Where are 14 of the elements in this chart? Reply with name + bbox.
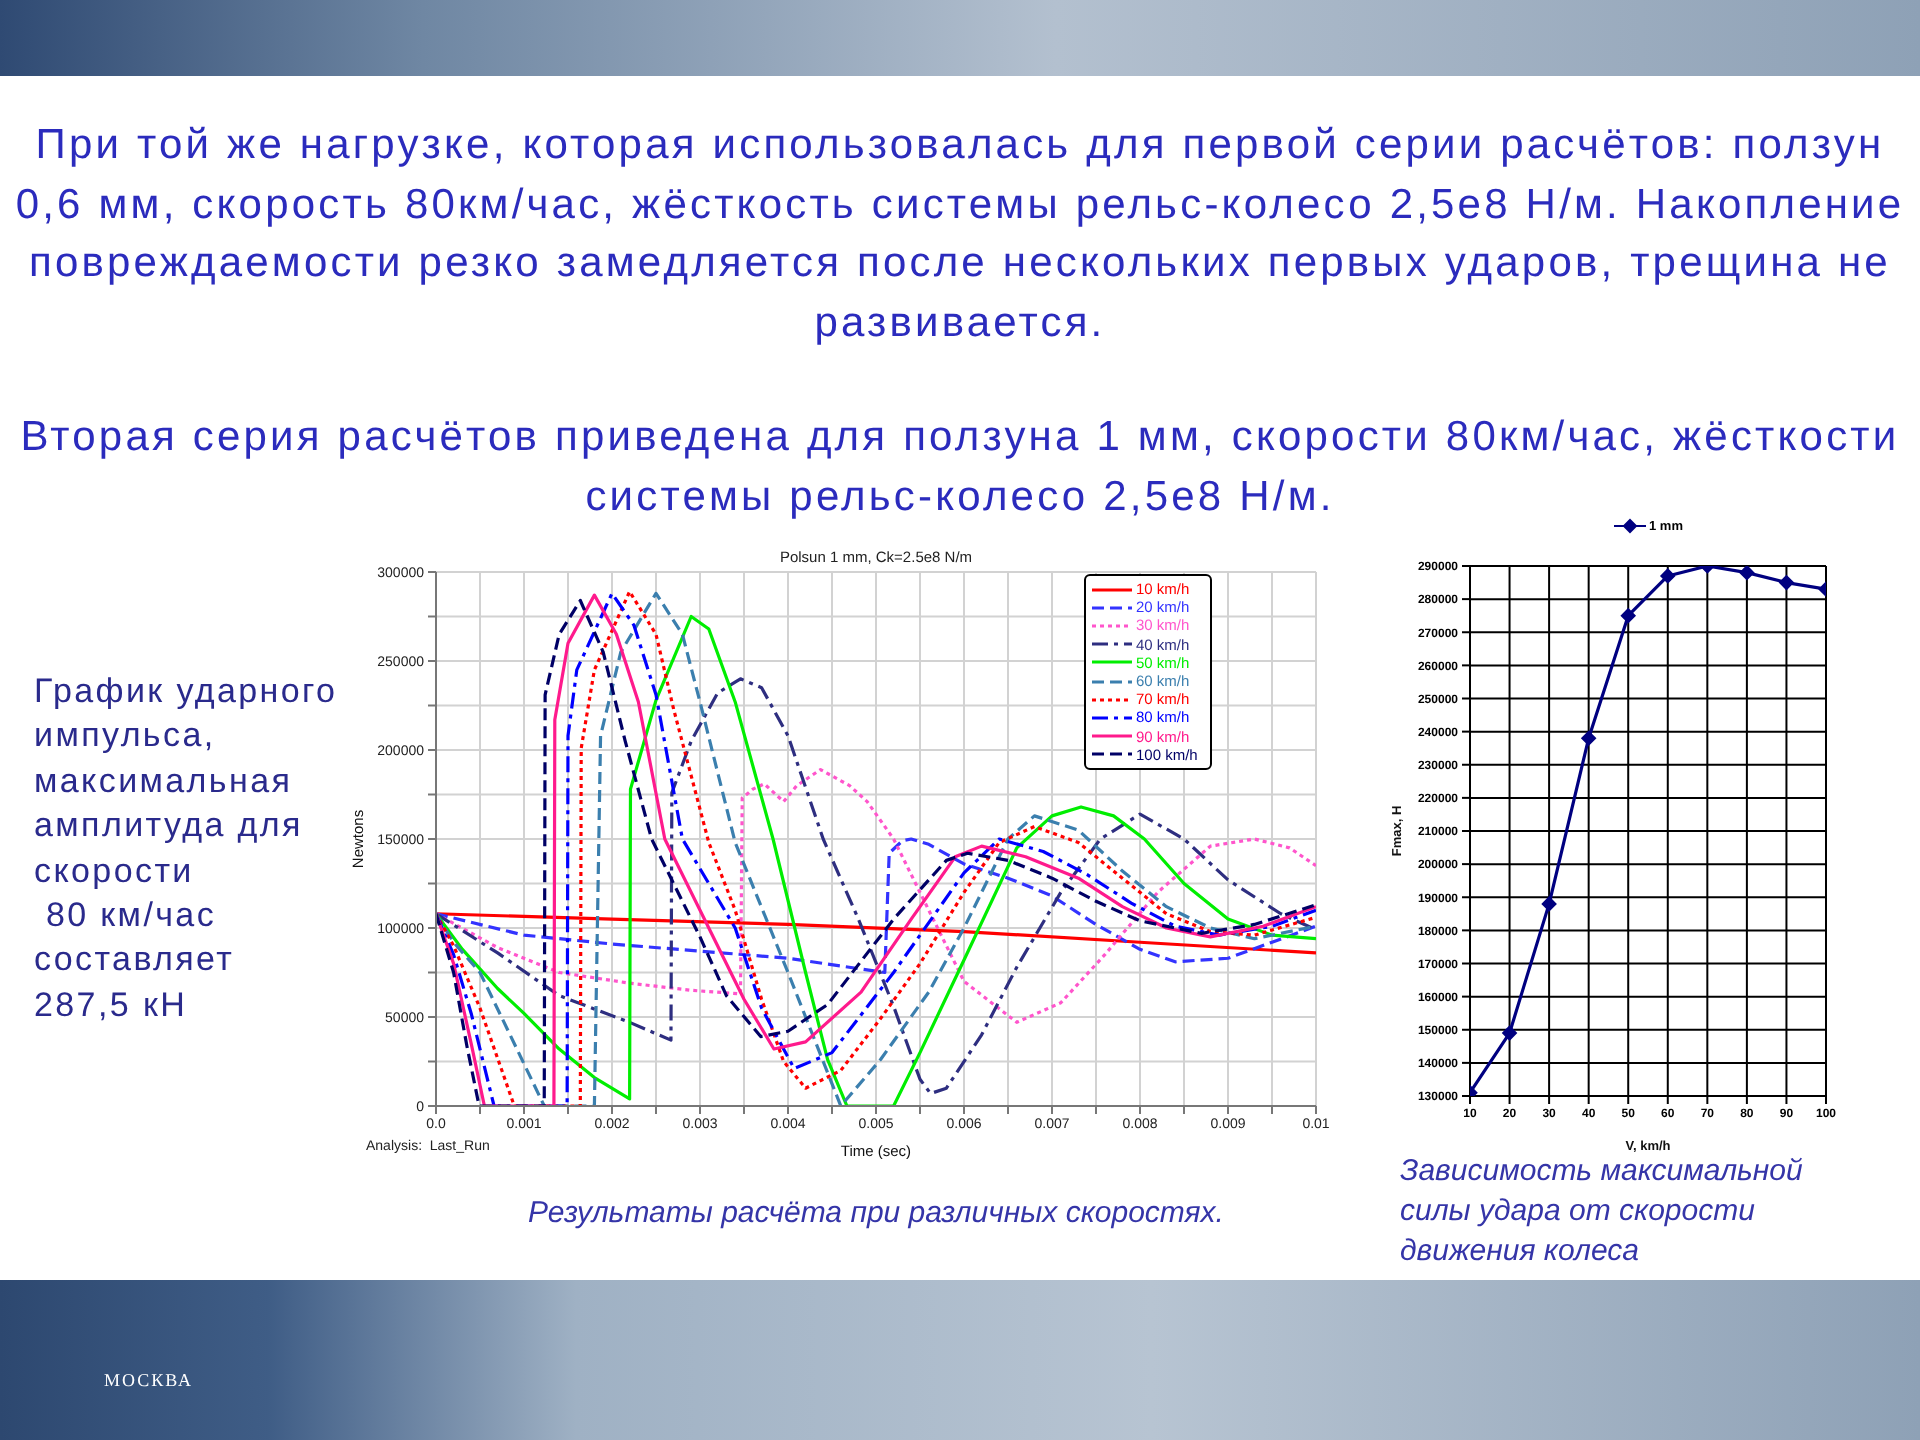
text: МОСКВА [104, 1370, 194, 1390]
text: Зависимость максимальной силы удара от скорости движения колеса [1400, 1152, 1805, 1272]
point [1502, 1025, 1517, 1041]
point [1739, 566, 1755, 581]
point [1779, 575, 1794, 590]
text: При той же нагрузке, которая использовалась для первой серии расчётов: ползун 0,6 мм, скорость 80км/час, жёсткость системы рельс-колесо 2,5е8 Н/м. Накопление повреждаемости резко замедляется после нескольких первых ударов, трещина не развивается. [13, 120, 1907, 349]
line-series [436, 837, 1316, 975]
text: График ударного импульса, максимальная амплитуда для скорости 80 км/час составляет 287,5 кН [34, 670, 338, 1028]
text: Вторая серия расчётов приведена для ползуна 1 мм, скорости 80км/час, жёсткости системы рельс-колесо 2,5е8 Н/м. [20, 414, 1900, 519]
point [1541, 896, 1557, 912]
point [1620, 608, 1636, 624]
point [1581, 730, 1597, 746]
point [1660, 568, 1676, 584]
text: Результаты расчёта при различных скоростях. [526, 1196, 1226, 1230]
